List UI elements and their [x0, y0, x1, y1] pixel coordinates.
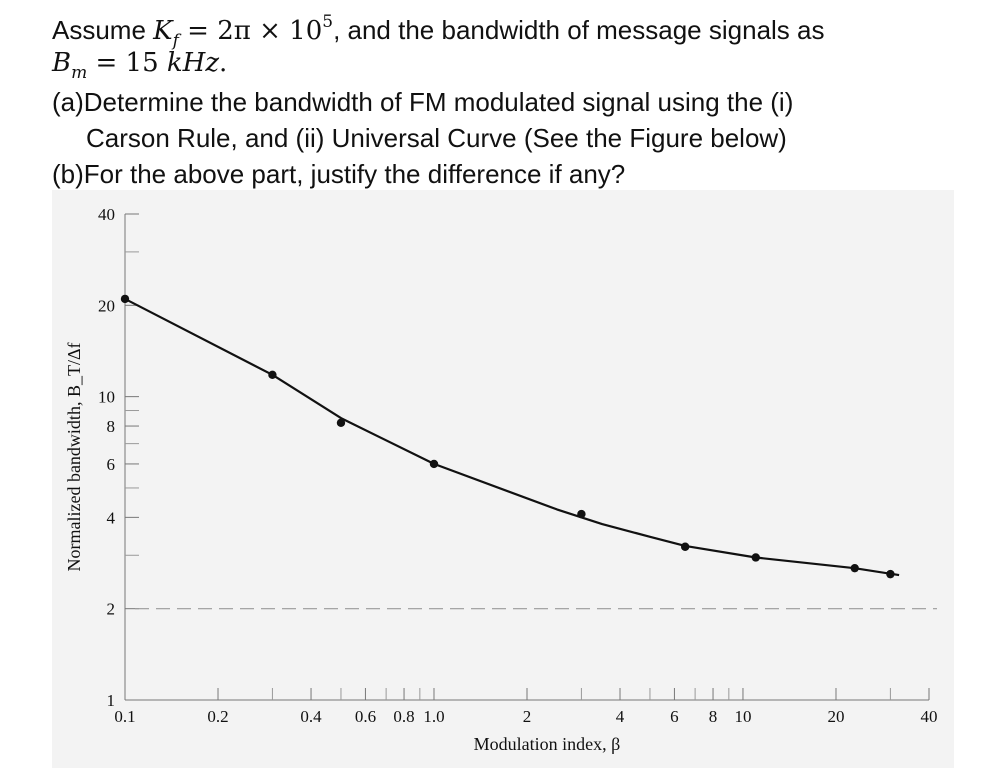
kf-subscript: f [172, 31, 179, 51]
kf-exponent: 5 [322, 12, 334, 32]
y-tick-label-2: 2 [107, 600, 116, 619]
x-tick-label-4: 4 [616, 707, 625, 726]
data-point-3 [429, 459, 439, 469]
y-axis-title: Normalized bandwidth, B_T/Δf [64, 342, 84, 571]
bm-value: = 15 [87, 48, 167, 78]
y-tick-label-10: 10 [98, 388, 115, 407]
question-part-a-line-2: Carson Rule, and (ii) Universal Curve (S… [86, 123, 787, 153]
data-point-5 [680, 542, 690, 551]
kf-symbol: K [153, 16, 173, 46]
question-line-1: Assume Kf = 2π × 105, and the bandwidth … [52, 4, 825, 59]
y-tick-label-40: 40 [98, 205, 115, 224]
data-point-0 [120, 294, 130, 304]
data-points-group [120, 294, 895, 579]
universal-curve-chart: 1 2 4 6 8 10 20 40 0.1 0.2 0.4 0.6 0.8 1.0 2 4 6 8 10 20 40 M… [64, 205, 938, 754]
x-tick-label-10: 10 [734, 707, 751, 726]
question-line1-suffix: , and the bandwidth of message signals a… [333, 15, 825, 45]
y-tick-label-8: 8 [107, 417, 116, 436]
x-tick-label-8: 8 [709, 707, 718, 726]
y-tick-label-6: 6 [107, 455, 116, 474]
data-point-8 [886, 569, 895, 579]
universal-curve-figure: 1 2 4 6 8 10 20 40 0.1 0.2 0.4 0.6 0.8 1.0 2 4 6 8 10 20 40 M… [52, 190, 954, 768]
x-tick-label-40: 40 [921, 707, 938, 726]
x-tick-label-0.4: 0.4 [300, 707, 322, 726]
x-tick-label-1.0: 1.0 [423, 707, 444, 726]
curve-group [124, 297, 900, 577]
bm-unit: kHz [166, 48, 220, 78]
question-part-a-line-1: (a)Determine the bandwidth of FM modulat… [52, 87, 794, 117]
axis-labels-group: 1 2 4 6 8 10 20 40 0.1 0.2 0.4 0.6 0.8 1.0 2 4 6 8 10 20 40 M… [64, 205, 938, 754]
question-assume: Assume [52, 15, 154, 45]
y-tick-label-4: 4 [107, 508, 116, 527]
x-tick-label-0.2: 0.2 [207, 707, 228, 726]
question-part-b: (b)For the above part, justify the diffe… [52, 159, 626, 189]
y-tick-label-20: 20 [98, 296, 115, 315]
x-tick-label-20: 20 [827, 707, 844, 726]
data-point-6 [751, 553, 760, 562]
chart-axes [124, 213, 930, 701]
x-tick-label-0.6: 0.6 [355, 707, 376, 726]
question-line-2: Bm = 15 kHz. [52, 44, 227, 91]
bm-subscript: m [71, 63, 88, 83]
data-point-1 [268, 370, 277, 380]
bm-symbol: B [52, 48, 72, 78]
x-tick-label-0.8: 0.8 [393, 707, 414, 726]
data-point-4 [577, 509, 586, 519]
bm-period: . [219, 48, 228, 78]
x-tick-label-6: 6 [670, 707, 679, 726]
universal-curve-line [124, 297, 900, 577]
data-point-2 [336, 418, 346, 427]
x-axis-title: Modulation index, β [474, 734, 621, 754]
data-point-7 [850, 563, 859, 573]
x-tick-label-2: 2 [523, 707, 532, 726]
y-tick-label-1: 1 [107, 691, 116, 710]
kf-value: = 2π × 10 [178, 16, 323, 46]
x-tick-label-0.1: 0.1 [114, 707, 135, 726]
